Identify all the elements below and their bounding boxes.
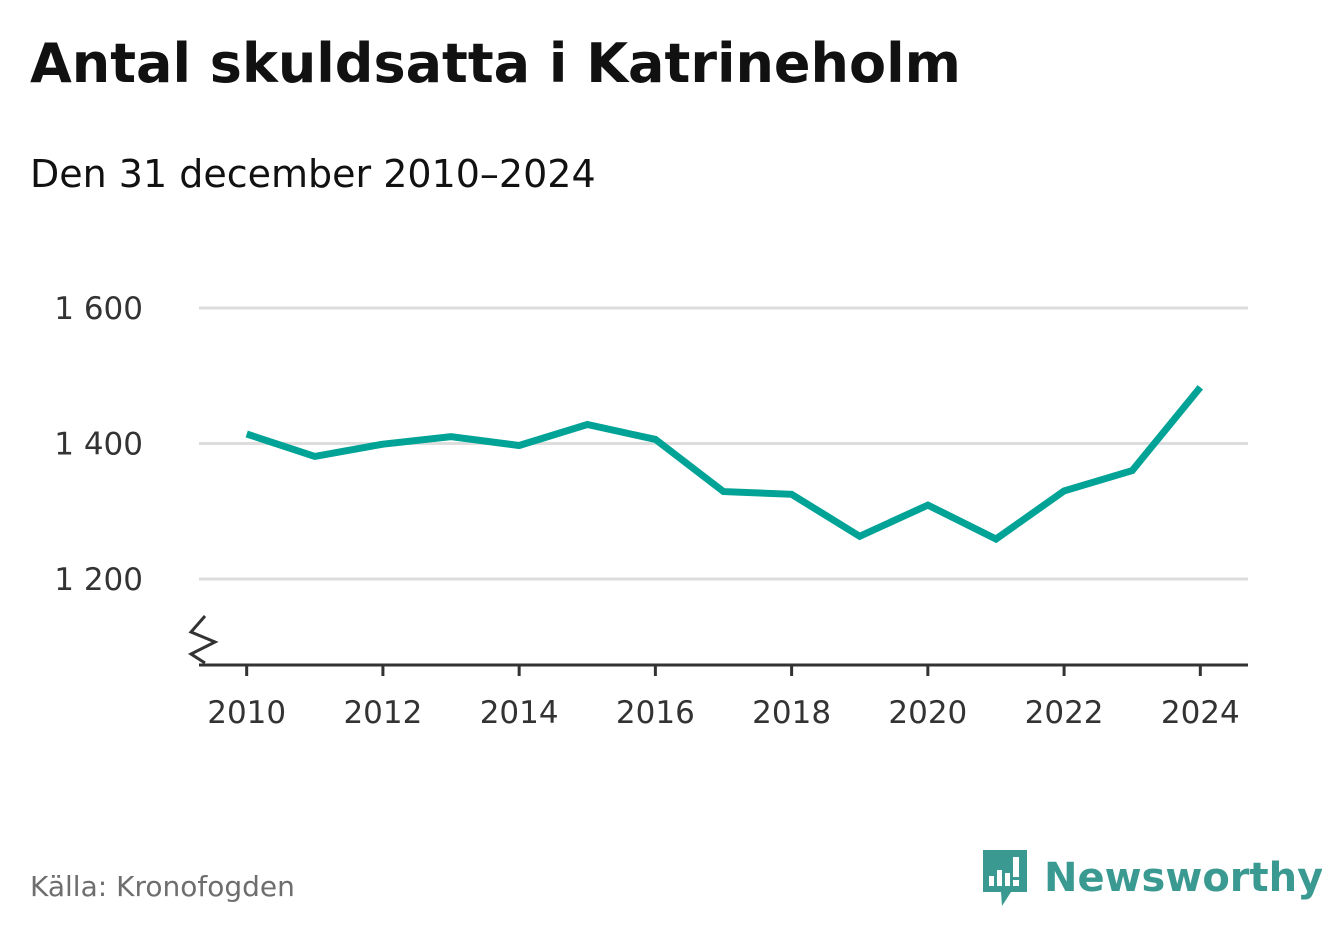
- chart-title: Antal skuldsatta i Katrineholm: [30, 32, 961, 95]
- bar-chart-speech-bubble-icon: [983, 850, 1027, 906]
- source-note: Källa: Kronofogden: [30, 870, 295, 903]
- y-axis-ticks: 1 200 1 400 1 600: [54, 291, 143, 598]
- y-tick-label: 1 200: [54, 562, 143, 598]
- gridlines: [199, 306, 1248, 581]
- x-axis: 2010 2012 2014 2016 2018 2020 2022 2024: [187, 615, 1248, 731]
- series-line-0: [245, 385, 1204, 544]
- x-tick-label: 2018: [752, 695, 831, 731]
- x-tick-label: 2014: [480, 695, 559, 731]
- y-axis-break: [187, 615, 219, 665]
- x-tick-label: 2020: [888, 695, 967, 731]
- x-tick-label: 2016: [616, 695, 695, 731]
- x-tick-label: 2022: [1025, 695, 1104, 731]
- series-layer: [245, 385, 1204, 544]
- brand-logo: Newsworthy: [980, 848, 1322, 908]
- x-tick-label: 2010: [207, 695, 286, 731]
- x-tick-label: 2012: [343, 695, 422, 731]
- y-tick-label: 1 600: [54, 291, 143, 327]
- chart-subtitle: Den 31 december 2010–2024: [30, 152, 596, 196]
- brand-name: Newsworthy: [1044, 855, 1322, 901]
- x-tick-label: 2024: [1161, 695, 1240, 731]
- y-tick-label: 1 400: [54, 426, 143, 462]
